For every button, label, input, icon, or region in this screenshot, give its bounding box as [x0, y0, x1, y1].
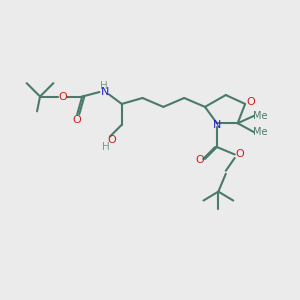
Text: O: O — [107, 136, 116, 146]
Text: O: O — [236, 148, 244, 159]
Text: O: O — [246, 98, 255, 107]
Text: O: O — [58, 92, 67, 101]
Text: Me: Me — [253, 127, 267, 137]
Text: N: N — [213, 120, 221, 130]
Text: O: O — [72, 115, 81, 125]
Text: H: H — [100, 80, 108, 91]
Text: O: O — [195, 155, 204, 165]
Text: H: H — [102, 142, 110, 152]
Text: Me: Me — [253, 111, 267, 121]
Text: N: N — [101, 87, 110, 97]
